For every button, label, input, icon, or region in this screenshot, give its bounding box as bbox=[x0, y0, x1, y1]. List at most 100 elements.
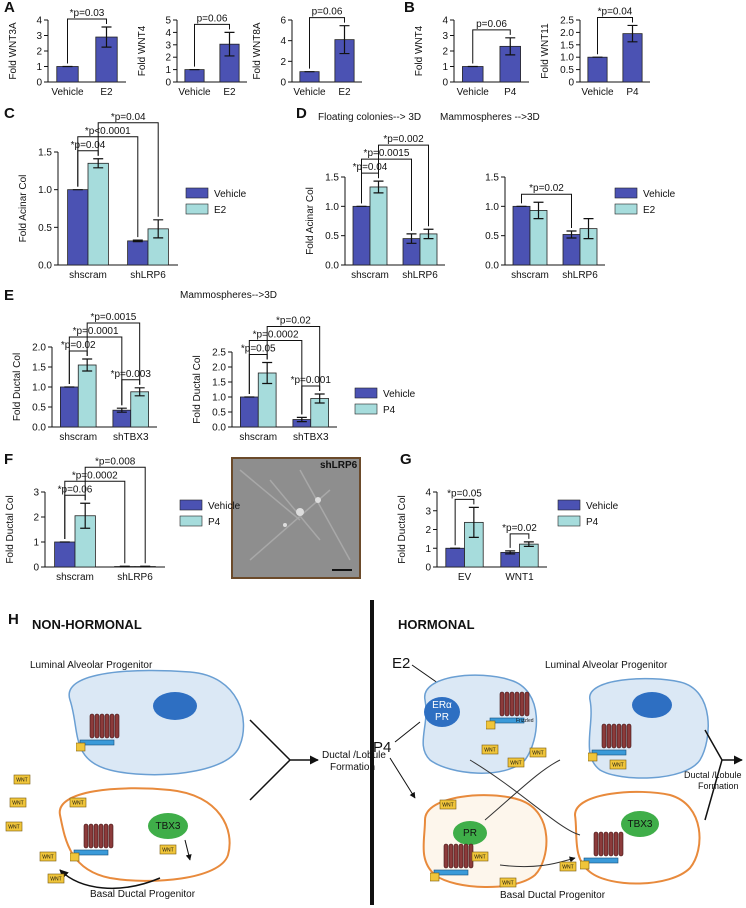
chart-title: Mammospheres-->3D bbox=[180, 290, 277, 301]
y-tick-label: 1.0 bbox=[212, 393, 226, 404]
legend-swatch bbox=[185, 187, 209, 199]
image-label: shLRP6 bbox=[320, 460, 358, 471]
bar bbox=[77, 364, 97, 428]
panel-label: C bbox=[4, 105, 15, 122]
wnt-ligand bbox=[159, 844, 177, 855]
y-tick-label: 1.0 bbox=[560, 53, 574, 64]
y-axis-title: Fold WNT4 bbox=[137, 25, 148, 76]
y-tick-label: 4 bbox=[425, 488, 431, 499]
error-bar bbox=[140, 565, 151, 568]
wnt-ligand bbox=[559, 861, 577, 872]
y-tick-label: 0 bbox=[425, 563, 431, 574]
significance-bracket bbox=[597, 16, 633, 55]
nucleus bbox=[632, 692, 672, 718]
wnt-ligand bbox=[529, 747, 547, 758]
cell-label: Luminal Alveolar Progenitor bbox=[30, 660, 153, 671]
bar bbox=[239, 396, 259, 428]
significance-bracket bbox=[67, 18, 107, 64]
wnt-ligand bbox=[439, 799, 457, 810]
significance-label: *p=0.02 bbox=[276, 316, 311, 327]
nucleus-label: TBX3 bbox=[627, 819, 652, 830]
significance-label: *p=0.0001 bbox=[73, 326, 119, 337]
wnt-label: WNT bbox=[8, 825, 19, 831]
chart-title: Floating colonies--> 3D bbox=[318, 112, 421, 123]
wnt-label: WNT bbox=[510, 761, 521, 767]
panel-label: D bbox=[296, 105, 307, 122]
y-tick-label: 3 bbox=[425, 506, 431, 517]
significance-bracket bbox=[266, 326, 321, 391]
outcome-label: Formation bbox=[330, 762, 375, 773]
wnt-ligand bbox=[609, 759, 627, 770]
nucleus-label: ERα bbox=[432, 700, 452, 711]
y-tick-label: 0.0 bbox=[212, 423, 226, 434]
wnt-label: WNT bbox=[16, 778, 27, 784]
y-axis-title: Fold Ductal Col bbox=[5, 495, 16, 563]
wnt-ligand bbox=[481, 744, 499, 755]
legend-swatch bbox=[179, 499, 203, 511]
x-tick-label: P4 bbox=[626, 87, 639, 98]
y-tick-label: 0 bbox=[568, 78, 574, 89]
luminal-cell bbox=[68, 669, 245, 776]
y-tick-label: 1.5 bbox=[560, 40, 574, 51]
y-tick-label: 3 bbox=[36, 31, 42, 42]
significance-label: *p<0.0001 bbox=[85, 126, 131, 137]
x-tick-label: EV bbox=[458, 572, 472, 583]
nucleus-label: PR bbox=[435, 712, 449, 723]
cell-label: Luminal Alveolar Progenitor bbox=[545, 660, 668, 671]
y-tick-label: 4 bbox=[165, 28, 171, 39]
x-tick-label: shscram bbox=[239, 432, 277, 443]
bar bbox=[587, 56, 608, 83]
arrow bbox=[389, 721, 420, 798]
error-bar bbox=[339, 25, 350, 55]
significance-label: *p=0.05 bbox=[241, 344, 276, 355]
wnt-label: WNT bbox=[532, 751, 543, 757]
y-tick-label: 6 bbox=[280, 16, 286, 27]
legend-swatch bbox=[614, 203, 638, 215]
bar bbox=[67, 189, 89, 266]
outcome-label: Ductal /Lobule bbox=[322, 750, 386, 761]
y-tick-label: 1.5 bbox=[32, 363, 46, 374]
x-tick-label: Vehicle bbox=[457, 87, 490, 98]
y-tick-label: 2 bbox=[280, 57, 286, 68]
x-tick-label: Vehicle bbox=[51, 87, 84, 98]
error-bar bbox=[93, 158, 104, 169]
y-tick-label: 3 bbox=[442, 31, 448, 42]
error-bar bbox=[505, 37, 516, 56]
bar bbox=[87, 162, 109, 266]
error-bar bbox=[423, 228, 434, 240]
y-tick-label: 0.5 bbox=[32, 403, 46, 414]
y-tick-label: 0 bbox=[165, 78, 171, 89]
significance-bracket bbox=[454, 498, 475, 546]
significance-bracket bbox=[309, 17, 345, 69]
diagram-title: HORMONAL bbox=[398, 617, 475, 632]
significance-label: *p=0.02 bbox=[502, 523, 537, 534]
x-tick-label: shLRP6 bbox=[117, 572, 153, 583]
significance-label: *p=0.04 bbox=[111, 112, 146, 123]
x-tick-label: shTBX3 bbox=[293, 432, 329, 443]
significance-bracket bbox=[86, 322, 141, 385]
legend-swatch bbox=[179, 515, 203, 527]
arrow bbox=[704, 729, 742, 821]
legend-label: E2 bbox=[214, 205, 227, 216]
significance-bracket bbox=[472, 29, 511, 64]
y-tick-label: 2 bbox=[425, 525, 431, 536]
wnt-ligand bbox=[13, 774, 31, 785]
error-bar bbox=[101, 26, 112, 48]
wnt-ligand bbox=[47, 873, 65, 884]
error-bar bbox=[296, 416, 307, 423]
y-tick-label: 4 bbox=[36, 16, 42, 27]
error-bar bbox=[505, 550, 516, 555]
y-tick-label: 0 bbox=[442, 78, 448, 89]
bar bbox=[512, 205, 531, 266]
significance-label: *p=0.04 bbox=[598, 6, 633, 17]
legend-swatch bbox=[557, 499, 581, 511]
wnt-label: WNT bbox=[72, 801, 83, 807]
wnt-ligand bbox=[69, 797, 87, 808]
significance-label: *p=0.04 bbox=[71, 140, 106, 151]
error-bar bbox=[119, 565, 130, 568]
significance-label: p=0.06 bbox=[197, 13, 228, 24]
arrow bbox=[59, 869, 161, 889]
y-tick-label: 4 bbox=[442, 16, 448, 27]
arrow bbox=[184, 839, 192, 861]
y-tick-label: 1.0 bbox=[485, 202, 499, 213]
